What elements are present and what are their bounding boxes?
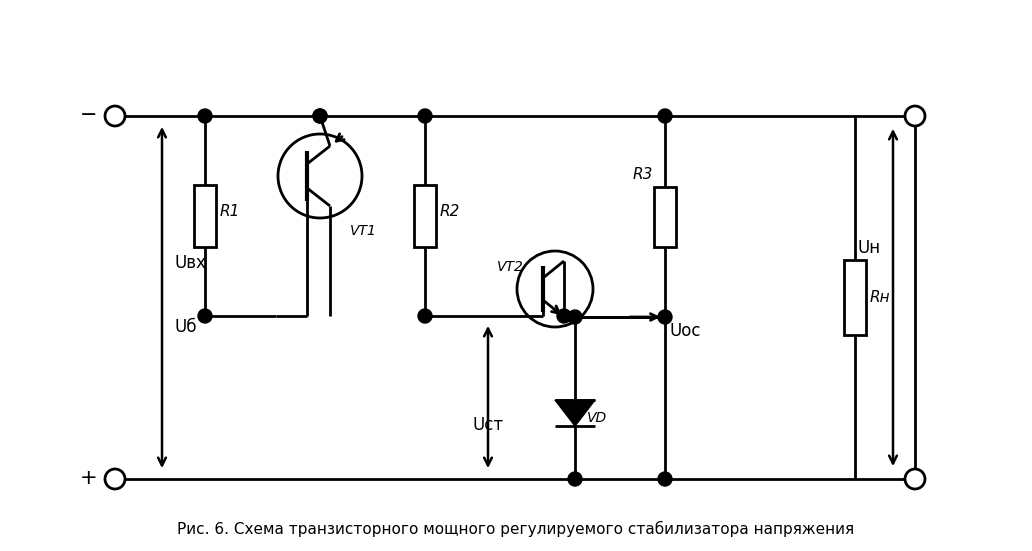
Circle shape [418,309,432,323]
Text: Uн: Uн [858,239,881,257]
Circle shape [658,472,672,486]
Circle shape [557,309,571,323]
Text: Рис. 6. Схема транзисторного мощного регулируемого стабилизатора напряжения: Рис. 6. Схема транзисторного мощного рег… [178,521,854,537]
Text: R2: R2 [440,203,460,219]
Text: VT2: VT2 [497,260,524,274]
Text: −: − [79,105,97,125]
Text: VT1: VT1 [350,224,377,238]
Circle shape [568,310,582,324]
Circle shape [658,310,672,324]
Circle shape [105,106,125,126]
Circle shape [313,109,327,123]
Circle shape [418,109,432,123]
Text: R3: R3 [633,167,653,182]
Text: +: + [79,468,97,488]
Circle shape [568,472,582,486]
Text: Uос: Uос [670,322,702,340]
Bar [194,185,216,247]
Text: Uст: Uст [473,416,504,434]
Circle shape [313,109,327,123]
Bar [414,185,436,247]
Circle shape [658,109,672,123]
Bar [844,260,866,335]
Text: Uб: Uб [174,318,196,337]
Circle shape [105,469,125,489]
Bar [654,186,676,246]
Text: VD: VD [587,411,607,425]
Text: Rн: Rн [870,290,891,305]
Polygon shape [555,400,595,426]
Circle shape [198,109,212,123]
Circle shape [198,309,212,323]
Circle shape [905,106,925,126]
Text: R1: R1 [220,203,240,219]
Text: Uвх: Uвх [174,253,205,272]
Circle shape [905,469,925,489]
